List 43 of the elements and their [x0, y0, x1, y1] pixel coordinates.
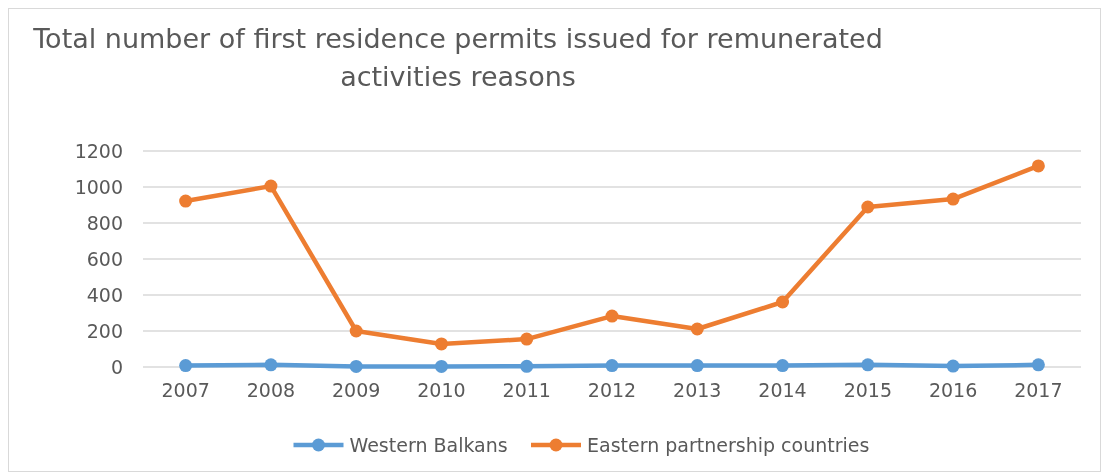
- legend-label: Eastern partnership countries: [587, 433, 870, 456]
- point: [776, 295, 790, 309]
- point: [946, 359, 960, 373]
- x-tick-label: 2007: [161, 379, 210, 401]
- y-tick-label: 600: [86, 247, 123, 270]
- point: [264, 358, 278, 372]
- x-tick-label: 2008: [246, 379, 296, 401]
- x-tick-label: 2016: [928, 379, 978, 401]
- x-tick-label: 2014: [758, 379, 807, 401]
- point: [605, 359, 619, 373]
- x-tick-label: 2010: [417, 379, 466, 401]
- point: [520, 359, 534, 373]
- y-tick-label: 1000: [74, 175, 123, 198]
- x-tick-label: 2013: [673, 379, 722, 401]
- y-tick-label: 400: [86, 283, 123, 306]
- x-tick-label: 2011: [502, 379, 551, 401]
- point: [349, 359, 363, 373]
- point: [349, 324, 363, 338]
- point: [690, 359, 704, 373]
- point: [1031, 159, 1045, 173]
- x-tick-label: 2015: [843, 379, 892, 401]
- point: [434, 359, 448, 373]
- point: [861, 200, 875, 214]
- point: [264, 179, 278, 193]
- point: [1031, 358, 1045, 372]
- x-tick-label: 2012: [587, 379, 637, 401]
- point: [861, 358, 875, 372]
- point: [946, 192, 960, 206]
- point: [520, 332, 534, 346]
- point: [179, 359, 193, 373]
- point: [179, 194, 193, 208]
- y-tick-label: 1200: [74, 139, 123, 162]
- chart-title: Total number of first residence permits issued for remunerated activities reasons: [32, 23, 883, 92]
- point: [434, 337, 448, 351]
- y-tick-label: 800: [86, 211, 123, 234]
- point: [605, 309, 619, 323]
- x-tick-label: 2009: [332, 379, 381, 401]
- legend-label: Western Balkans: [349, 433, 508, 456]
- y-tick-label: 200: [86, 319, 123, 342]
- point: [690, 322, 704, 336]
- x-tick-label: 2017: [1014, 379, 1063, 401]
- y-tick-label: 0: [110, 355, 123, 378]
- point: [776, 359, 790, 373]
